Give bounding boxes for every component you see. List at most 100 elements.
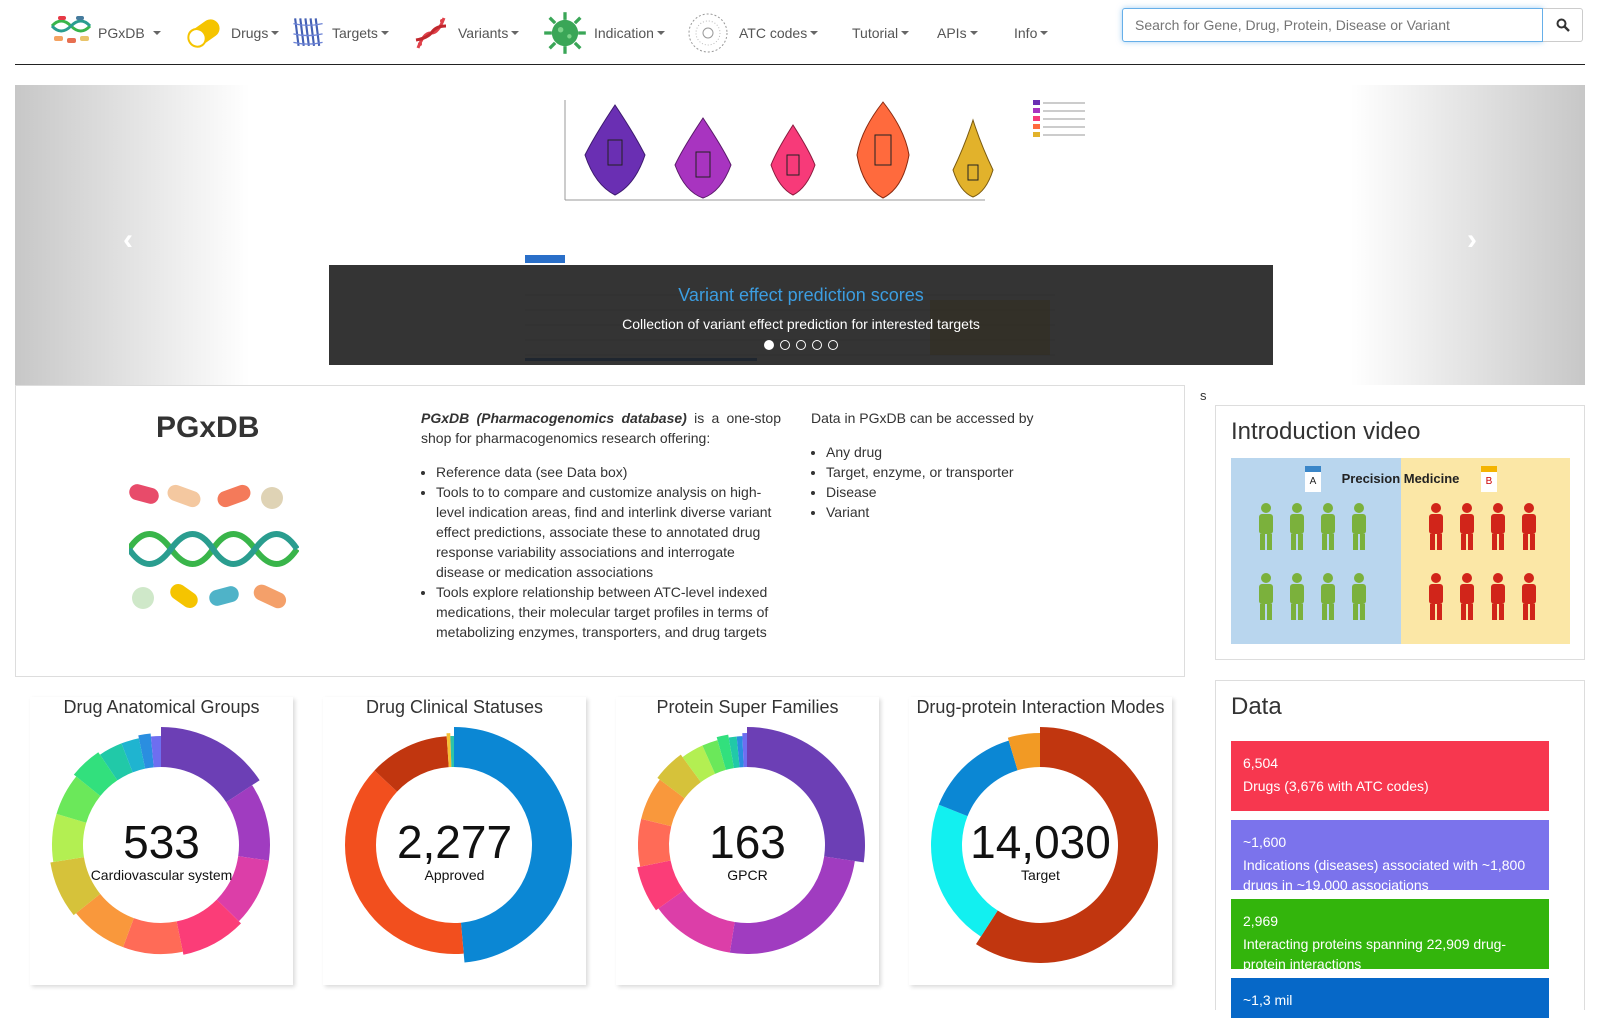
donut-slice[interactable] [747,727,865,863]
nav-drugs[interactable]: Drugs [183,8,280,58]
donut-slice[interactable] [454,727,573,963]
chart-center-label: Approved [424,867,485,883]
donut-slice[interactable] [226,785,270,861]
protein-icon [293,18,323,46]
nav-variants-label: Variants [458,25,509,41]
intro-panel: PGxDB PGxDB (Pharmacogenomics database) … [15,385,1185,677]
nav-info[interactable]: Info [1014,8,1049,58]
carousel-indicator[interactable] [796,340,806,350]
nav-targets-label: Targets [332,25,378,41]
donut-slice[interactable] [976,727,1158,963]
donut-slice[interactable] [728,736,740,769]
nav-apis-label: APIs [937,25,967,41]
chevron-down-icon [511,31,520,35]
nav-apis[interactable]: APIs [937,8,978,58]
chart-card-protein-families[interactable]: Protein Super Families 163 GPCR [616,697,879,985]
chevron-right-icon: › [1467,223,1477,256]
intro-lead-rest: is a one-stop shop for pharmacogenomics … [421,410,781,446]
carousel-indicator[interactable] [764,340,774,350]
person-figure [1429,503,1443,550]
chevron-down-icon [810,31,819,35]
hero-carousel: ‹ › Variant effect prediction scores Col… [15,85,1585,385]
donut-slice[interactable] [702,740,726,774]
nav-info-label: Info [1014,25,1038,41]
donut-slice[interactable] [637,860,684,911]
donut-slice[interactable] [657,754,701,799]
person-figure [1259,503,1273,550]
donut-slice[interactable] [641,779,685,827]
nav-brand-dropdown[interactable]: PGxDB [50,8,161,58]
data-card-variants[interactable]: ~1,3 mil [1231,978,1549,1018]
data-card-drugs[interactable]: 6,504 Drugs (3,676 with ATC codes) [1231,741,1549,811]
search-button[interactable] [1543,8,1583,42]
donut-slice[interactable] [121,738,146,773]
donut-chart [344,727,573,963]
donut-slice[interactable] [56,776,101,823]
carousel-caption: Variant effect prediction scores Collect… [329,265,1273,365]
data-panel: Data 6,504 Drugs (3,676 with ATC codes) … [1215,680,1585,1018]
data-card-label: Interacting proteins spanning 22,909 dru… [1243,936,1507,972]
carousel-indicator[interactable] [828,340,838,350]
donut-slice[interactable] [931,804,998,937]
donut-slice[interactable] [99,743,133,781]
donut-slice[interactable] [150,736,161,768]
donut-slice[interactable] [123,918,183,954]
donut-slice[interactable] [638,818,672,867]
nav-drugs-label: Drugs [231,25,269,41]
carousel-indicators [329,340,1273,350]
offerings-list: Reference data (see Data box) Tools to t… [436,462,781,642]
chart-card-anatomical-groups[interactable]: Drug Anatomical Groups 533 Cardiovascula… [30,697,293,985]
data-card-proteins[interactable]: 2,969 Interacting proteins spanning 22,9… [1231,899,1549,972]
chart-title: Drug-protein Interaction Modes [916,697,1165,717]
donut-slice[interactable] [729,856,855,954]
nav-variants[interactable]: Variants [410,8,520,58]
carousel-indicator[interactable] [812,340,822,350]
carousel-prev-control[interactable]: ‹ [15,85,250,385]
dna-helix-icon [415,17,447,49]
donut-slice[interactable] [658,890,735,953]
donut-slice[interactable] [716,734,734,770]
donut-slice[interactable] [176,899,242,955]
person-figure [1460,503,1474,550]
nav-atc-label: ATC codes [739,25,808,41]
chart-center-value: 533 [123,816,200,868]
carousel-indicator[interactable] [780,340,790,350]
donut-slice[interactable] [216,856,269,922]
carousel-next-control[interactable]: › [1350,85,1585,385]
video-thumbnail[interactable]: Precision Medicine A B [1231,458,1570,644]
donut-slice[interactable] [450,736,454,768]
donut-slice[interactable] [446,733,452,768]
chart-center-label: Target [1021,867,1060,883]
data-title: Data [1231,693,1282,720]
intro-video-panel: Introduction video Precision Medicine A … [1215,405,1585,660]
donut-slice[interactable] [344,770,464,954]
chart-card-interaction-modes[interactable]: Drug-protein Interaction Modes 14,030 Ta… [909,697,1172,985]
chart-card-clinical-statuses[interactable]: Drug Clinical Statuses 2,277 Approved [323,697,586,985]
donut-slice[interactable] [138,733,154,769]
donut-slice[interactable] [938,740,1018,817]
access-lead: Data in PGxDB can be accessed by [811,410,1034,426]
donut-slice[interactable] [374,736,449,792]
data-card-indications[interactable]: ~1,600 Indications (diseases) associated… [1231,820,1549,893]
donut-slice[interactable] [76,893,134,948]
donut-slice[interactable] [682,745,716,783]
donut-slice[interactable] [50,857,101,916]
chevron-down-icon [656,31,665,35]
intro-lead: PGxDB (Pharmacogenomics database) is a o… [421,408,781,448]
donut-slice[interactable] [1007,733,1040,771]
donut-slice[interactable] [73,752,118,796]
person-figure [1321,573,1335,620]
nav-targets[interactable]: Targets [290,8,389,58]
donut-slice[interactable] [742,733,747,768]
person-figure [1522,573,1536,620]
donut-slice[interactable] [736,736,744,768]
donut-slice[interactable] [52,813,87,862]
donut-slice[interactable] [161,727,260,803]
intro-lead-bold: PGxDB (Pharmacogenomics database) [421,410,687,426]
nav-indication[interactable]: Indication [542,8,665,58]
stray-text: s [1200,388,1207,403]
nav-atc-codes[interactable]: ATC codes [687,8,819,58]
access-description: Data in PGxDB can be accessed by Any dru… [811,408,1161,522]
nav-tutorial[interactable]: Tutorial [852,8,910,58]
search-input[interactable] [1122,8,1543,42]
